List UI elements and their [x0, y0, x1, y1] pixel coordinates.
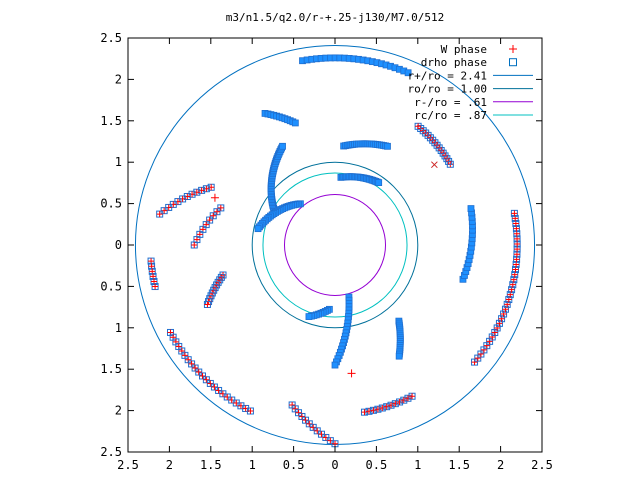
y-tick-label: 1 — [115, 155, 122, 169]
w-phase-point — [415, 123, 422, 130]
y-tick-label: 0 — [115, 238, 122, 252]
y-tick-label: 1.5 — [100, 114, 122, 128]
w-phase-point — [213, 208, 220, 215]
y-tick-label: 2 — [115, 404, 122, 418]
drho-point — [384, 142, 391, 150]
x-tick-label: 1.5 — [200, 458, 222, 472]
drho-point — [279, 142, 286, 150]
w-phase-point — [388, 402, 395, 409]
y-tick-label: 1 — [115, 321, 122, 335]
w-phase-point — [409, 393, 416, 400]
chart-title: m3/n1.5/q2.0/r-+.25-j130/M7.0/512 — [226, 11, 445, 24]
w-phase-point — [392, 400, 399, 407]
w-phase-point — [306, 420, 313, 427]
w-phase-point — [195, 369, 202, 376]
x-tick-label: 2.5 — [531, 458, 553, 472]
legend-drho-marker — [509, 58, 517, 67]
w-phase-point — [365, 408, 372, 415]
reference-circle — [262, 172, 408, 318]
y-tick-label: 2.5 — [100, 445, 122, 459]
points-layer — [147, 54, 521, 448]
drho-point — [254, 225, 262, 233]
legend-label: ro/ro = 1.00 — [408, 83, 487, 96]
x-tick-label: 2.5 — [117, 458, 139, 472]
w-phase-point — [431, 161, 438, 169]
w-phase-point — [210, 212, 217, 219]
y-tick-label: 2 — [115, 72, 122, 86]
x-tick-label: 1 — [414, 458, 421, 472]
y-tick-label: 0.5 — [100, 197, 122, 211]
w-phase-point — [374, 406, 381, 413]
drho-point — [467, 205, 475, 212]
x-tick-label: 0.5 — [283, 458, 305, 472]
ticks-layer: 2.5 2 1.5 1 0.5 0 0.5 1 1.5 2 2.52.521.510.500.511… — [100, 31, 553, 472]
w-phase-point — [383, 403, 390, 410]
w-phase-point — [204, 301, 211, 308]
w-phase-point — [217, 204, 224, 211]
w-phase-point — [203, 376, 210, 383]
drho-point — [291, 119, 299, 127]
w-phase-point — [152, 283, 159, 290]
legend-label: rc/ro = .87 — [414, 109, 487, 122]
w-phase-point — [156, 211, 163, 218]
y-tick-label: 1.5 — [100, 362, 122, 376]
w-phase-point — [361, 409, 368, 416]
legend-label: W phase — [441, 43, 487, 56]
legend-label: r-/ro = .61 — [414, 96, 487, 109]
w-phase-point — [207, 380, 214, 387]
w-phase-point — [347, 369, 356, 378]
w-phase-point — [302, 417, 309, 424]
y-tick-label: 2.5 — [100, 31, 122, 45]
y-tick-label: 0.5 — [100, 279, 122, 293]
legend-w-phase-marker — [509, 45, 517, 53]
legend-label: drho phase — [421, 56, 487, 69]
w-phase-point — [511, 210, 518, 217]
w-phase-point — [188, 360, 195, 367]
w-phase-point — [370, 407, 377, 414]
drho-point — [395, 352, 403, 360]
reference-circle — [251, 161, 419, 329]
w-phase-point — [210, 193, 219, 202]
w-phase-point — [298, 413, 305, 420]
x-tick-label: 0.5 — [366, 458, 388, 472]
x-tick-label: 1.5 — [448, 458, 470, 472]
reference-circle — [283, 193, 387, 297]
w-phase-point — [199, 372, 206, 379]
drho-point — [375, 179, 383, 187]
w-phase-point — [379, 405, 386, 412]
w-phase-point — [192, 365, 199, 372]
drho-point — [404, 69, 412, 77]
w-phase-point — [332, 440, 338, 447]
w-phase-point — [247, 407, 254, 414]
drho-point — [305, 313, 313, 320]
x-tick-label: 1 — [249, 458, 256, 472]
legend-label: r+/ro = 2.41 — [408, 69, 487, 82]
x-tick-label: 2 — [497, 458, 504, 472]
x-tick-label: 0 — [331, 458, 338, 472]
x-tick-label: 2 — [166, 458, 173, 472]
w-phase-point — [191, 242, 198, 248]
w-phase-point — [404, 395, 411, 402]
drho-point — [331, 361, 339, 369]
w-phase-point — [396, 398, 403, 405]
w-phase-point — [400, 397, 407, 404]
